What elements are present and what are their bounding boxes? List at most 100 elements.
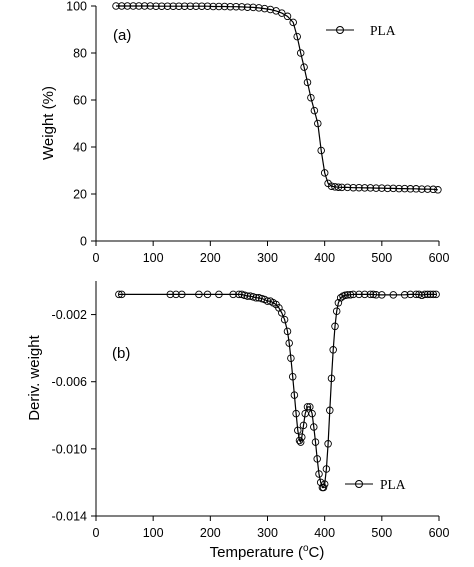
x-axis-title-main: Temperature ( (210, 544, 303, 561)
panel-a-data-point (360, 184, 369, 192)
panel-b-data-point (280, 315, 289, 324)
panel-a-data-point (278, 9, 286, 17)
panel-a-data-point (243, 3, 252, 11)
panel-b-x-tick-label-5: 500 (371, 526, 392, 540)
panel-b-data-point (429, 290, 438, 299)
panel-a-data-point (283, 12, 292, 21)
panel-a-data-point (226, 2, 235, 11)
panel-a-data-point (238, 3, 246, 11)
panel-b-data-point (215, 290, 223, 299)
panel-b-data-point (369, 290, 378, 299)
panel-b-ticks: 0 100 200 300 400 500 600 -0.002 -0.006 -0.010 -0.… (52, 308, 450, 540)
panel-b-data-point (420, 290, 429, 299)
panel-b-y-axis-title: Deriv. weight (26, 334, 43, 420)
panel-a-data-point (112, 2, 120, 10)
panel-a-data-point (117, 2, 126, 10)
panel-a-weight-chart: 0 100 200 300 400 500 600 0 20 40 60 80 100 (a) Weig… (40, 0, 449, 265)
x-axis-title-end: C) (309, 544, 325, 561)
panel-b-data-point (243, 292, 252, 300)
panel-b-data-point (292, 409, 300, 418)
panel-b-data-point (326, 406, 334, 415)
panel-b-data-point (418, 291, 426, 300)
x-axis-title-superscript: o (303, 543, 309, 554)
panel-a-data-point (303, 78, 312, 87)
panel-b-data-point (400, 291, 409, 299)
panel-a-data-point (192, 2, 200, 10)
panel-a-data-point (395, 184, 403, 193)
panel-b-data-point (306, 403, 314, 411)
panel-b-data-point (290, 391, 299, 399)
panel-b-data-point (255, 294, 263, 302)
panel-a-x-tick-label-4: 400 (314, 251, 335, 265)
panel-b-data-point (303, 403, 312, 411)
panel-b-data-point (203, 290, 212, 299)
panel-b-data-point (334, 299, 343, 307)
panel-b-data-point (331, 322, 339, 331)
panel-b-legend: PLA (345, 477, 406, 492)
panel-a-y-tick-label-0: 0 (80, 235, 87, 249)
panel-b-label: (b) (112, 345, 130, 362)
panel-b-data-point (278, 309, 286, 317)
panel-a-data-point (310, 106, 319, 115)
panel-a-ticks: 0 100 200 300 400 500 600 0 20 40 60 80 100 (66, 0, 449, 265)
panel-a-data-point (123, 2, 132, 10)
panel-a-data-point (152, 2, 160, 10)
panel-a-data-point (255, 4, 263, 12)
panel-b-legend-marker (355, 480, 363, 488)
panel-a-data-point (349, 183, 358, 192)
panel-a-data-point (372, 184, 380, 192)
panel-b-derivative-chart: 0 100 200 300 400 500 600 -0.002 -0.006 -0.010 -0.… (26, 281, 449, 561)
panel-b-data-point (263, 297, 272, 305)
panel-b-y-tick-label-3: -0.014 (52, 510, 87, 524)
panel-a-data-point (314, 119, 322, 128)
panel-b-data-point (313, 455, 321, 463)
panel-b-data-point (355, 290, 363, 299)
panel-b-x-tick-label-2: 200 (200, 526, 221, 540)
panel-b-data-point (115, 290, 123, 299)
panel-b-data-point (322, 465, 331, 473)
panel-a-data-point (383, 184, 392, 193)
panel-b-data-point (310, 423, 318, 431)
panel-a-y-tick-label-2: 40 (73, 141, 87, 155)
panel-b-data-point (285, 339, 293, 347)
panel-b-x-tick-label-3: 300 (257, 526, 278, 540)
panel-a-data-point (355, 183, 363, 192)
panel-b-data-point (249, 293, 257, 301)
panel-b-data-point (229, 290, 237, 299)
panel-a-data-point (209, 2, 217, 11)
panel-a-data-point (220, 2, 229, 11)
panel-a-x-tick-label-2: 200 (200, 251, 221, 265)
panel-a-data-point (180, 2, 189, 10)
panel-b-data-point (287, 354, 295, 362)
panel-a-series-line-0 (116, 5, 438, 191)
panel-a-data-point (389, 184, 398, 193)
panel-a-data-point (163, 2, 172, 10)
panel-b-x-tick-label-4: 400 (314, 526, 335, 540)
panel-a-data-point (406, 185, 415, 193)
panel-a-y-tick-label-4: 80 (73, 47, 87, 61)
panel-b-data-point (426, 290, 435, 299)
panel-a-data-point (175, 2, 183, 10)
panel-b-data-point (117, 290, 126, 299)
panel-b-data-point (324, 440, 332, 448)
panel-b-data-point (332, 307, 341, 315)
panel-a-x-tick-label-1: 100 (143, 251, 164, 265)
panel-b-series-pla (115, 290, 440, 492)
panel-b-y-tick-label-1: -0.006 (52, 375, 87, 389)
panel-a-x-tick-label-5: 500 (371, 251, 392, 265)
panel-b-data-point (296, 438, 305, 446)
panel-a-y-tick-label-3: 60 (73, 94, 87, 108)
panel-a-data-point (266, 5, 275, 14)
panel-a-data-point (186, 2, 195, 10)
panel-a-x-tick-label-3: 300 (257, 251, 278, 265)
panel-a-data-point (423, 185, 432, 193)
panel-a-data-point (135, 2, 143, 10)
panel-a-data-point (140, 2, 149, 10)
panel-b-data-point (235, 290, 243, 299)
panel-b-data-point (329, 346, 337, 354)
panel-b-data-point (283, 327, 292, 336)
panel-a-data-point (146, 2, 155, 10)
panel-a-data-point (343, 183, 352, 192)
panel-b-data-point (432, 290, 440, 299)
